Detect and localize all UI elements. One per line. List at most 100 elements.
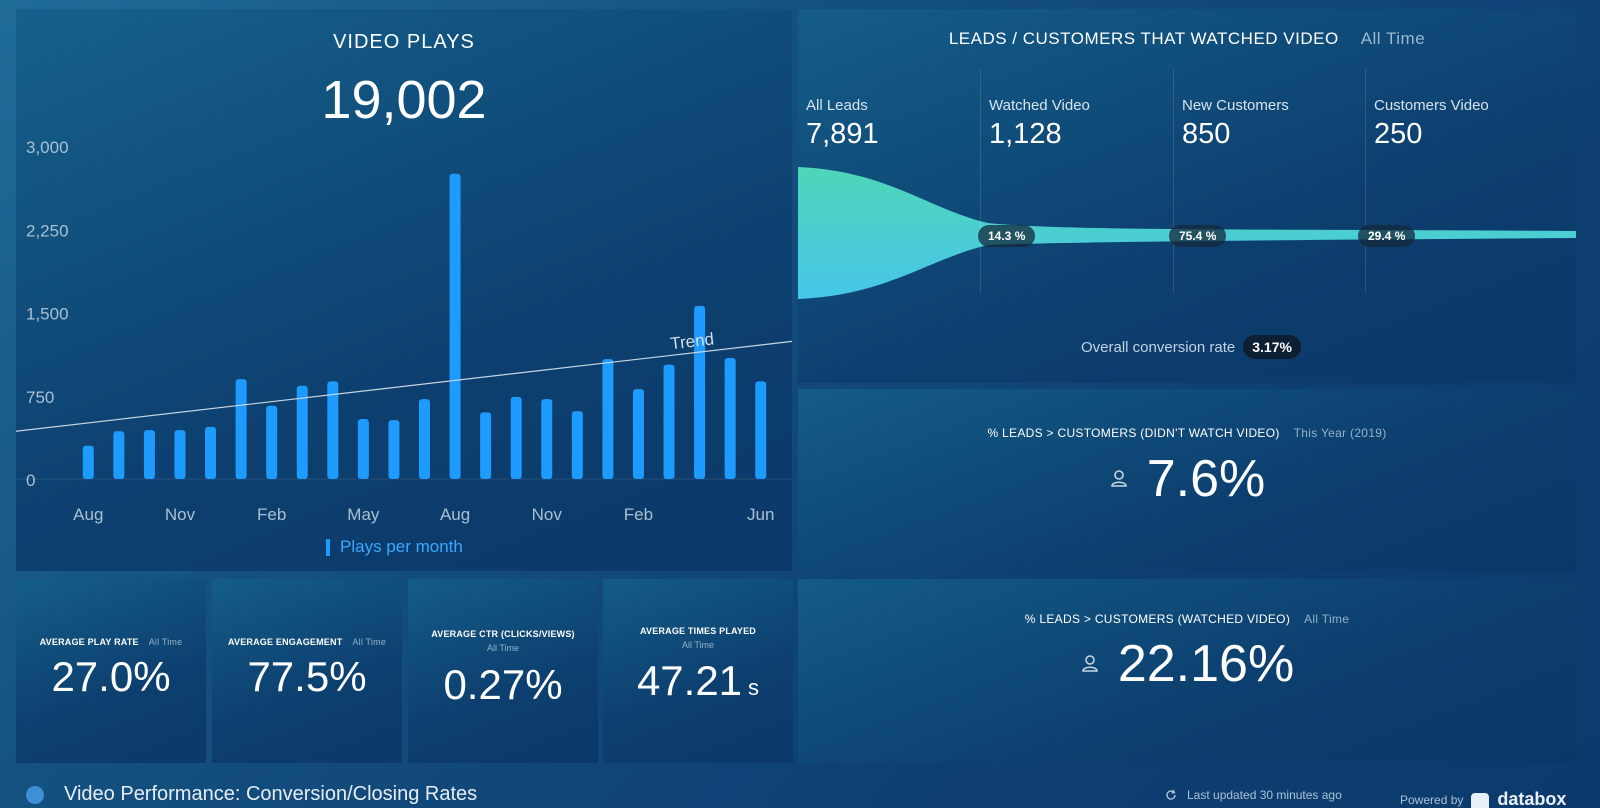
x-tick-label: Feb bbox=[257, 505, 286, 524]
refresh-icon[interactable] bbox=[1165, 789, 1177, 801]
bar bbox=[755, 381, 767, 479]
x-tick-label: Aug bbox=[440, 505, 470, 524]
bar bbox=[571, 411, 583, 479]
stage-value: 1,128 bbox=[989, 118, 1062, 150]
no-watch-title: % LEADS > CUSTOMERS (DIDN'T WATCH VIDEO)… bbox=[798, 426, 1576, 440]
funnel-title: LEADS / CUSTOMERS THAT WATCHED VIDEO All … bbox=[798, 29, 1576, 49]
y-tick-label: 0 bbox=[26, 471, 35, 490]
bar bbox=[541, 399, 553, 479]
kpi-title: AVERAGE ENGAGEMENT All Time bbox=[212, 637, 402, 647]
kpi-period: All Time bbox=[352, 637, 387, 647]
kpi-title-text: AVERAGE PLAY RATE bbox=[39, 637, 139, 647]
conversion-badge-3: 29.4 % bbox=[1358, 225, 1416, 247]
kpi-average-play-rate: AVERAGE PLAY RATE All Time 27.0% bbox=[16, 579, 206, 763]
funnel-stage-all-leads: All Leads 7,891 bbox=[798, 69, 879, 294]
watch-panel: % LEADS > CUSTOMERS (WATCHED VIDEO) All T… bbox=[798, 579, 1576, 763]
bar bbox=[480, 412, 492, 479]
no-watch-panel: % LEADS > CUSTOMERS (DIDN'T WATCH VIDEO)… bbox=[798, 389, 1576, 573]
y-tick-label: 2,250 bbox=[26, 221, 69, 240]
kpi-title: AVERAGE TIMES PLAYED bbox=[639, 626, 757, 636]
funnel-panel: LEADS / CUSTOMERS THAT WATCHED VIDEO All … bbox=[798, 9, 1576, 383]
legend-swatch bbox=[326, 538, 330, 556]
bar bbox=[419, 399, 430, 479]
bar bbox=[724, 358, 736, 479]
y-tick-label: 3,000 bbox=[26, 138, 69, 157]
bar bbox=[388, 420, 400, 479]
watch-value: 22.16% bbox=[1117, 635, 1295, 693]
stage-value: 850 bbox=[1182, 118, 1231, 150]
bar bbox=[602, 359, 614, 479]
funnel-stage-watched-video: Watched Video 1,128 bbox=[980, 69, 1090, 294]
funnel-title-text: LEADS / CUSTOMERS THAT WATCHED VIDEO bbox=[948, 29, 1339, 48]
video-plays-panel: 0 750 1,500 2,250 3,000 Aug Nov Feb May Aug Nov Feb… bbox=[16, 9, 792, 571]
stage-label: All Leads bbox=[806, 97, 868, 114]
bar bbox=[663, 364, 675, 479]
x-tick-label: Feb bbox=[624, 505, 653, 524]
no-watch-period: This Year (2019) bbox=[1293, 426, 1387, 440]
bar bbox=[174, 430, 186, 479]
trend-label: Trend bbox=[669, 329, 715, 353]
last-updated: Last updated 30 minutes ago bbox=[1165, 788, 1342, 802]
legend-label: Plays per month bbox=[340, 537, 463, 556]
bar bbox=[143, 430, 155, 479]
kpi-unit: s bbox=[748, 675, 760, 700]
kpi-average-engagement: AVERAGE ENGAGEMENT All Time 77.5% bbox=[212, 579, 402, 763]
x-tick-label: Aug bbox=[73, 505, 103, 524]
stage-value: 7,891 bbox=[806, 118, 879, 150]
databox-logo-icon bbox=[1471, 792, 1490, 808]
dashboard-title[interactable]: Video Performance: Conversion/Closing Ra… bbox=[64, 783, 478, 805]
powered-by-label: Powered by bbox=[1400, 792, 1464, 807]
y-tick-label: 1,500 bbox=[26, 305, 69, 324]
stage-label: Customers Video bbox=[1374, 97, 1489, 114]
kpi-period: All Time bbox=[486, 643, 519, 653]
overall-conversion-label: Overall conversion rate bbox=[1081, 338, 1236, 356]
bar bbox=[266, 405, 278, 479]
no-watch-value: 7.6% bbox=[1146, 450, 1266, 508]
overall-conversion: Overall conversion rate 3.17% bbox=[1081, 335, 1301, 359]
kpi-average-ctr: AVERAGE CTR (CLICKS/VIEWS) All Time 0.27… bbox=[408, 579, 598, 763]
no-watch-title-text: % LEADS > CUSTOMERS (DIDN'T WATCH VIDEO) bbox=[987, 426, 1280, 440]
kpi-average-times-played: AVERAGE TIMES PLAYED All Time 47.21 s bbox=[603, 579, 793, 763]
footer: Video Performance: Conversion/Closing Ra… bbox=[0, 780, 1600, 808]
kpi-value-row: 47.21 s bbox=[603, 657, 793, 705]
kpi-value: 47.21 bbox=[636, 657, 743, 704]
chart-legend[interactable]: Plays per month bbox=[326, 537, 463, 557]
y-tick-label: 750 bbox=[26, 388, 54, 407]
kpi-value: 27.0% bbox=[51, 653, 171, 700]
bar bbox=[82, 445, 94, 479]
brand-name: databox bbox=[1497, 789, 1567, 808]
funnel-period: All Time bbox=[1360, 29, 1426, 48]
kpi-period: All Time bbox=[681, 640, 714, 650]
watch-period: All Time bbox=[1304, 612, 1350, 626]
video-plays-total: 19,002 bbox=[321, 70, 487, 130]
bar bbox=[357, 419, 369, 479]
kpi-period: All Time bbox=[148, 637, 183, 647]
funnel-stage-customers-video: Customers Video 250 bbox=[1365, 69, 1489, 294]
watch-title-text: % LEADS > CUSTOMERS (WATCHED VIDEO) bbox=[1024, 612, 1291, 626]
watch-value-row: 22.16% bbox=[798, 634, 1576, 694]
stage-label: New Customers bbox=[1182, 97, 1289, 114]
video-plays-title: VIDEO PLAYS bbox=[333, 31, 475, 53]
watch-title: % LEADS > CUSTOMERS (WATCHED VIDEO) All T… bbox=[798, 612, 1576, 626]
stage-label: Watched Video bbox=[989, 97, 1090, 114]
no-watch-value-row: 7.6% bbox=[798, 449, 1576, 509]
kpi-title: AVERAGE CTR (CLICKS/VIEWS) bbox=[431, 629, 575, 639]
stage-value: 250 bbox=[1374, 118, 1423, 150]
user-icon bbox=[1082, 655, 1098, 673]
conversion-badge-2: 75.4 % bbox=[1169, 225, 1227, 247]
kpi-title: AVERAGE PLAY RATE All Time bbox=[16, 637, 206, 647]
user-icon bbox=[1110, 470, 1127, 488]
kpi-title-text: AVERAGE ENGAGEMENT bbox=[227, 637, 343, 647]
bar bbox=[632, 389, 644, 479]
overall-conversion-value: 3.17% bbox=[1243, 335, 1301, 359]
trend-line bbox=[16, 340, 792, 432]
bar bbox=[327, 381, 339, 479]
bar bbox=[449, 173, 461, 479]
x-tick-label: Jun bbox=[747, 505, 774, 524]
bar bbox=[694, 305, 706, 479]
bar bbox=[235, 379, 247, 479]
x-tick-label: May bbox=[347, 505, 380, 524]
bar bbox=[296, 385, 308, 479]
conversion-badge-1: 14.3 % bbox=[978, 225, 1036, 247]
powered-by[interactable]: Powered by databox bbox=[1400, 789, 1566, 808]
